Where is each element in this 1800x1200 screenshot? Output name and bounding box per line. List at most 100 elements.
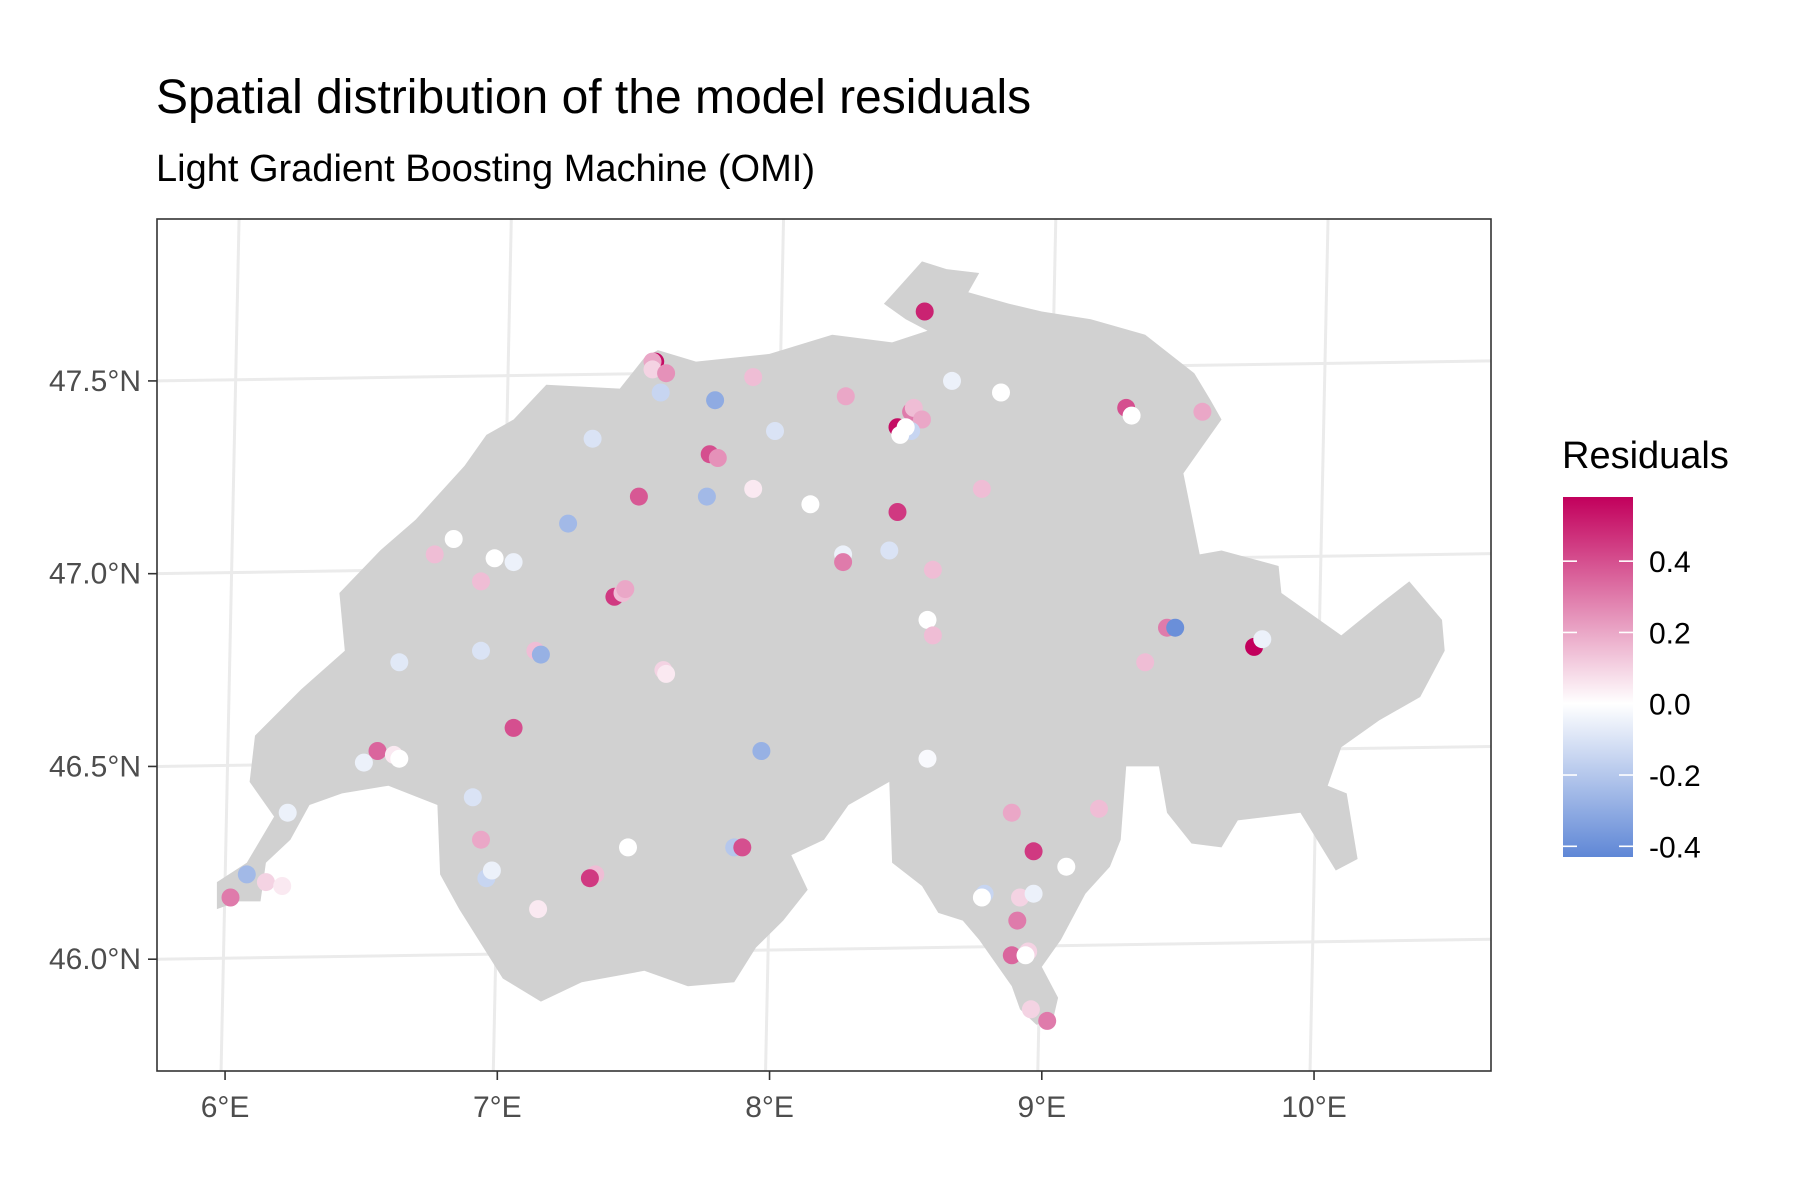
chart-title: Spatial distribution of the model residu… <box>156 71 1032 124</box>
station-point <box>278 803 297 822</box>
station-point <box>1193 402 1212 421</box>
station-point <box>368 742 387 760</box>
y-tick-label: 46.0°N <box>49 943 141 976</box>
station-point <box>472 641 490 660</box>
station-point <box>923 626 942 645</box>
station-point <box>1136 653 1155 672</box>
station-point <box>913 410 931 429</box>
station-point <box>273 877 292 895</box>
parallel-46 <box>156 937 1492 961</box>
legend-ticks: 0.4 0.2 0.0 -0.2 -0.4 <box>1563 546 1701 864</box>
station-point <box>708 449 727 467</box>
station-point <box>1008 911 1027 930</box>
station-point <box>766 422 784 440</box>
station-point <box>504 553 523 572</box>
station-point <box>444 530 463 548</box>
station-point <box>733 838 752 857</box>
legend-tick-label: 0.0 <box>1649 689 1691 722</box>
station-point <box>529 900 548 919</box>
station-point <box>583 429 602 448</box>
station-point <box>992 383 1010 402</box>
station-point <box>918 749 937 768</box>
station-point <box>472 572 490 591</box>
station-point <box>237 865 256 884</box>
legend-tick-label: 0.4 <box>1649 546 1691 579</box>
y-tick-label: 47.5°N <box>49 365 141 398</box>
y-tick-label: 47.0°N <box>49 558 141 591</box>
station-point <box>836 387 855 406</box>
station-point <box>425 545 444 564</box>
residual-points <box>221 302 1272 1030</box>
station-point <box>834 553 853 572</box>
station-point <box>923 560 942 579</box>
y-axis: 46.0°N 46.5°N 47.0°N 47.5°N <box>49 365 157 976</box>
station-point <box>880 541 899 560</box>
station-point <box>744 479 763 498</box>
station-point <box>1021 1000 1040 1019</box>
legend-colorbar <box>1563 497 1633 857</box>
station-point <box>221 888 240 907</box>
plot-border <box>156 218 1492 1072</box>
station-point <box>629 487 648 506</box>
station-point <box>657 664 676 683</box>
station-point <box>354 753 373 772</box>
legend: Residuals 0.4 0.2 0.0 -0.2 -0.4 <box>1562 435 1729 864</box>
station-point <box>891 425 910 444</box>
meridian-6 <box>219 218 241 1072</box>
x-axis: 6°E 7°E 8°E 9°E 10°E <box>201 1071 1347 1124</box>
legend-tick-label: -0.2 <box>1649 760 1701 793</box>
station-point <box>504 718 523 737</box>
legend-title: Residuals <box>1562 435 1729 477</box>
station-point <box>915 302 934 321</box>
station-point <box>482 861 501 880</box>
station-point <box>256 873 275 892</box>
y-tick-label: 46.5°N <box>49 750 141 783</box>
station-point <box>1253 630 1272 649</box>
switzerland-landmass <box>216 261 1445 1025</box>
station-point <box>943 371 961 390</box>
station-point <box>1016 946 1035 965</box>
station-point <box>651 383 670 402</box>
station-point <box>1122 406 1141 425</box>
station-point <box>1024 842 1043 861</box>
station-point <box>559 514 578 533</box>
station-point <box>580 869 599 888</box>
station-point <box>1024 884 1043 903</box>
station-point <box>390 653 409 672</box>
x-tick-label: 8°E <box>745 1091 794 1124</box>
station-point <box>390 749 409 768</box>
chart-subtitle: Light Gradient Boosting Machine (OMI) <box>156 148 815 190</box>
x-tick-label: 10°E <box>1281 1091 1346 1124</box>
x-tick-label: 7°E <box>473 1091 522 1124</box>
legend-tick-label: -0.4 <box>1649 831 1701 864</box>
station-point <box>972 479 991 498</box>
station-point <box>918 610 937 629</box>
station-point <box>657 364 676 383</box>
station-point <box>1011 888 1029 907</box>
station-point <box>706 391 725 410</box>
station-point <box>1038 1011 1057 1030</box>
station-point <box>1002 946 1021 965</box>
station-point <box>1090 799 1108 818</box>
station-point <box>697 487 716 506</box>
station-point <box>1166 618 1185 637</box>
station-point <box>472 830 490 849</box>
station-point <box>1002 803 1021 822</box>
station-point <box>463 788 482 807</box>
station-point <box>531 645 550 664</box>
station-point <box>616 580 635 599</box>
station-point <box>485 549 504 568</box>
station-point <box>752 742 771 760</box>
station-point <box>744 368 763 387</box>
station-point <box>888 503 907 521</box>
station-point <box>619 838 637 857</box>
station-point <box>972 888 991 907</box>
station-point <box>643 360 662 379</box>
station-point <box>1057 857 1076 876</box>
legend-tick-label: 0.2 <box>1649 617 1691 650</box>
x-tick-label: 9°E <box>1017 1091 1066 1124</box>
x-tick-label: 6°E <box>201 1091 250 1124</box>
station-point <box>801 495 820 514</box>
